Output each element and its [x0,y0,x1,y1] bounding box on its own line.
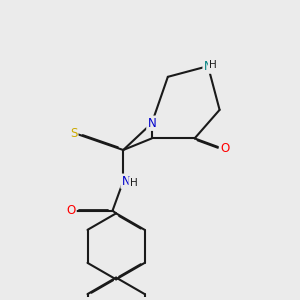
Text: O: O [220,142,229,155]
Text: H: H [130,178,137,188]
Text: N: N [204,60,212,73]
Text: H: H [209,60,217,70]
Text: N: N [122,175,130,188]
Text: S: S [70,128,77,140]
Text: N: N [147,117,156,130]
Text: O: O [66,204,76,217]
